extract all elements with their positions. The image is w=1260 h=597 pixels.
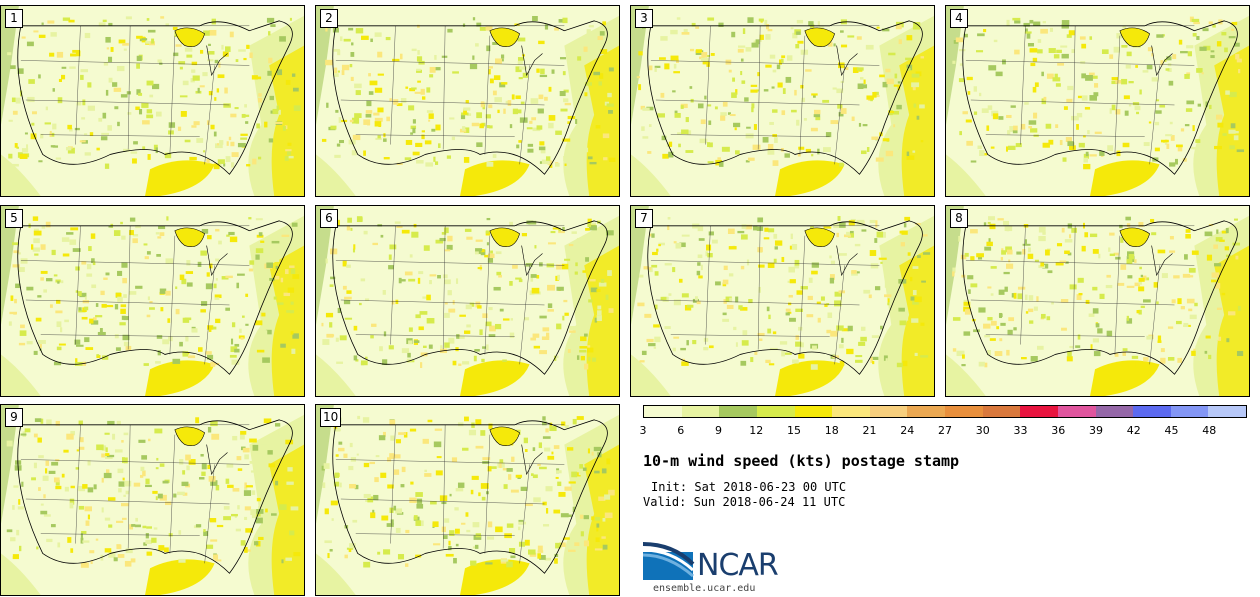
colorbar-swatch bbox=[644, 406, 682, 417]
map-panel-10: 10 bbox=[315, 404, 620, 596]
colorbar-tick-label: 36 bbox=[1051, 424, 1066, 437]
colorbar-tick-label: 48 bbox=[1202, 424, 1217, 437]
colorbar-swatch bbox=[869, 406, 908, 417]
colorbar-tick-label: 30 bbox=[975, 424, 990, 437]
ncar-logo-text: NCAR bbox=[697, 548, 779, 583]
panel-number: 3 bbox=[635, 9, 653, 28]
panel-number: 4 bbox=[950, 9, 968, 28]
colorbar-labels: 3 6 9 12 15 18 21 24 27 30 33 36 39 42 45 48 bbox=[639, 424, 1247, 438]
ncar-logo-icon bbox=[643, 542, 695, 580]
panel-number: 6 bbox=[320, 209, 338, 228]
panel-number: 8 bbox=[950, 209, 968, 228]
colorbar-tick-label: 12 bbox=[749, 424, 764, 437]
init-time: Init: Sat 2018-06-23 00 UTC bbox=[651, 480, 847, 494]
map-panel-9: 9 bbox=[0, 404, 305, 596]
colorbar-swatch bbox=[1020, 406, 1058, 417]
colorbar-swatch bbox=[681, 406, 720, 417]
map-title: 10-m wind speed (kts) postage stamp bbox=[643, 452, 960, 470]
map-panel-4: 4 bbox=[945, 5, 1250, 197]
colorbar-tick-label: 33 bbox=[1013, 424, 1028, 437]
panel-number: 1 bbox=[5, 9, 23, 28]
map-panel-8: 8 bbox=[945, 205, 1250, 397]
valid-time: Valid: Sun 2018-06-24 11 UTC bbox=[643, 495, 846, 509]
colorbar-swatch bbox=[1133, 406, 1171, 417]
colorbar-tick-label: 42 bbox=[1126, 424, 1141, 437]
colorbar-swatch bbox=[1095, 406, 1134, 417]
colorbar-swatch bbox=[756, 406, 795, 417]
colorbar-swatch bbox=[907, 406, 945, 417]
colorbar-swatch bbox=[982, 406, 1021, 417]
map-panel-7: 7 bbox=[630, 205, 935, 397]
map-panel-1: 1 bbox=[0, 5, 305, 197]
colorbar-swatch bbox=[832, 406, 870, 417]
colorbar-tick-label: 3 bbox=[639, 424, 647, 437]
colorbar-tick-label: 6 bbox=[677, 424, 685, 437]
panel-number: 9 bbox=[5, 408, 23, 427]
colorbar bbox=[643, 405, 1247, 418]
colorbar-swatch bbox=[794, 406, 833, 417]
colorbar-swatch bbox=[1170, 406, 1209, 417]
colorbar-swatch bbox=[719, 406, 757, 417]
panel-number: 7 bbox=[635, 209, 653, 228]
colorbar-tick-label: 39 bbox=[1089, 424, 1103, 437]
map-panel-2: 2 bbox=[315, 5, 620, 197]
colorbar-swatch bbox=[1057, 406, 1096, 417]
map-panel-3: 3 bbox=[630, 5, 935, 197]
map-panel-5: 5 bbox=[0, 205, 305, 397]
colorbar-tick-label: 27 bbox=[938, 424, 952, 437]
colorbar-swatch bbox=[1208, 406, 1246, 417]
colorbar-swatch bbox=[945, 406, 983, 417]
colorbar-tick-label: 15 bbox=[787, 424, 801, 437]
colorbar-tick-label: 21 bbox=[862, 424, 877, 437]
logo-url: ensemble.ucar.edu bbox=[653, 583, 756, 594]
panel-number: 5 bbox=[5, 209, 23, 228]
colorbar-tick-label: 24 bbox=[900, 424, 915, 437]
colorbar-tick-label: 18 bbox=[824, 424, 839, 437]
colorbar-tick-label: 45 bbox=[1164, 424, 1179, 437]
colorbar-tick-label: 9 bbox=[715, 424, 722, 437]
panel-number: 10 bbox=[320, 408, 342, 427]
panel-number: 2 bbox=[320, 9, 338, 28]
map-panel-6: 6 bbox=[315, 205, 620, 397]
